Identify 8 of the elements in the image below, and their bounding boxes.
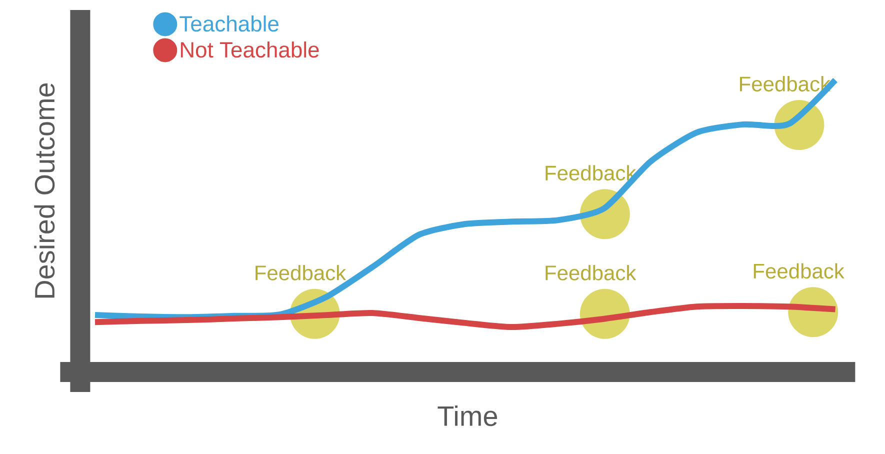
- annotation: Feedback: [546, 264, 636, 280]
- annotation: Feedback: [754, 263, 844, 279]
- annotation: Feedback: [546, 165, 636, 181]
- y-axis-title: Desired Outcome: [34, 83, 55, 298]
- legend-label: Teachable: [180, 15, 278, 32]
- x-axis-title: Time: [438, 406, 498, 426]
- annotation: Feedback: [256, 264, 346, 280]
- legend-label: Not Teachable: [180, 41, 319, 58]
